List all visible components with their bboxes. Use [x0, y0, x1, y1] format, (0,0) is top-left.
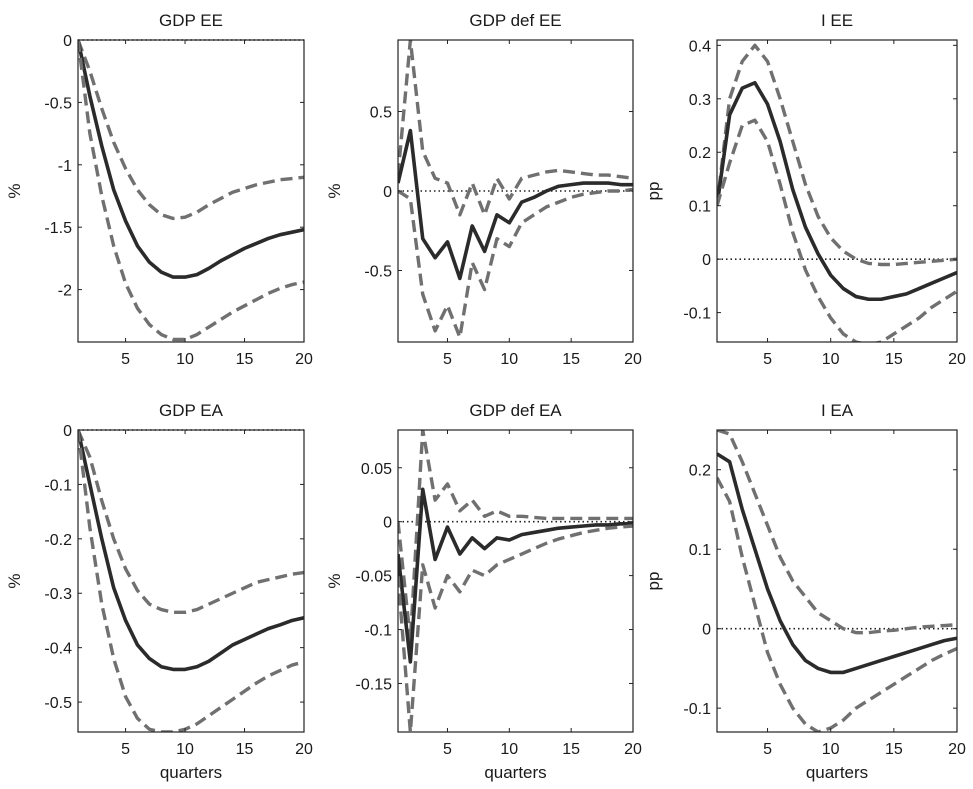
panel-1: GDP def EE% 5 10 15 20 0.5 0 -0.5	[325, 11, 642, 368]
x-tick-label: 20	[624, 741, 642, 758]
plot-frame	[397, 429, 634, 733]
y-tick-label: 0.3	[689, 92, 711, 109]
x-tick-label: 15	[236, 351, 254, 368]
y-tick-label: -1.5	[44, 220, 72, 237]
upper-band-line	[78, 430, 304, 614]
y-tick-label: 0.1	[689, 542, 711, 559]
median-response-line	[78, 430, 304, 672]
lower-band-line	[717, 476, 957, 732]
y-tick-label: -0.3	[44, 586, 72, 603]
x-tick-label: 10	[500, 351, 518, 368]
plot-frame	[716, 429, 958, 733]
y-tick-label: 0.2	[689, 145, 711, 162]
y-tick-label: 0	[63, 423, 72, 440]
median-response-line	[717, 80, 957, 302]
panel-5: I EA pp quarters 5 10 15 20 0.2 0.1 0 -0.1	[644, 401, 966, 782]
y-tick-label: -0.1	[364, 623, 392, 640]
y-axis-label: %	[5, 183, 24, 198]
y-axis-label: %	[325, 183, 344, 198]
x-tick-label: 15	[562, 741, 580, 758]
lower-band-line	[398, 524, 633, 732]
y-axis-label: pp	[644, 572, 663, 591]
x-axis-label: quarters	[484, 763, 546, 782]
x-tick-label: 15	[236, 741, 254, 758]
x-tick-label: 15	[885, 741, 903, 758]
panel-title: GDP EE	[159, 11, 223, 30]
x-tick-label: 20	[948, 351, 966, 368]
y-tick-label: -0.5	[44, 95, 72, 112]
y-tick-label: -0.15	[356, 676, 393, 693]
y-tick-label: 0.05	[361, 461, 392, 478]
x-tick-label: 20	[624, 351, 642, 368]
y-tick-label: 0.5	[370, 105, 392, 122]
lower-band-line	[717, 118, 957, 342]
x-tick-label: 15	[562, 351, 580, 368]
x-tick-label: 15	[885, 351, 903, 368]
upper-band-line	[398, 430, 633, 643]
y-tick-label: -0.1	[44, 477, 72, 494]
x-axis-label: quarters	[160, 763, 222, 782]
panel-title: I EE	[821, 11, 853, 30]
panel-0: GDP EE% 5 10 15 20 0 -0.5 -1 -1.5 -2	[5, 11, 313, 368]
y-tick-label: 0.1	[689, 199, 711, 216]
panel-title: GDP EA	[159, 401, 224, 420]
x-tick-label: 5	[121, 351, 130, 368]
x-tick-label: 20	[295, 741, 313, 758]
x-tick-label: 10	[176, 741, 194, 758]
lower-band-line	[78, 40, 304, 342]
lower-band-line	[78, 430, 304, 732]
y-tick-label: 0	[702, 252, 711, 269]
panel-title: GDP def EE	[469, 11, 561, 30]
upper-band-line	[398, 40, 633, 217]
y-tick-label: 0	[702, 622, 711, 639]
y-axis-label: %	[325, 573, 344, 588]
x-tick-label: 5	[763, 351, 772, 368]
y-tick-label: 0	[383, 515, 392, 532]
x-tick-label: 20	[295, 351, 313, 368]
median-response-line	[717, 452, 957, 675]
x-tick-label: 20	[948, 741, 966, 758]
panel-3: GDP EA% quarters 5 10 15 20 0 -0.1 -0.2 -0.3 -0.4 -…	[5, 401, 313, 782]
x-tick-label: 10	[500, 741, 518, 758]
y-tick-label: -2	[58, 283, 72, 300]
x-axis-label: quarters	[806, 763, 868, 782]
upper-band-line	[717, 430, 957, 635]
upper-band-line	[78, 40, 304, 221]
x-tick-label: 5	[443, 351, 452, 368]
median-response-line	[78, 40, 304, 279]
plot-frame	[77, 429, 305, 733]
y-tick-label: -0.5	[364, 263, 392, 280]
upper-band-line	[717, 43, 957, 267]
y-tick-label: -0.05	[356, 569, 393, 586]
x-tick-label: 10	[822, 351, 840, 368]
y-tick-label: -1	[58, 158, 72, 175]
lower-band-line	[398, 187, 633, 339]
y-tick-label: -0.1	[683, 306, 711, 323]
x-tick-label: 10	[822, 741, 840, 758]
y-tick-label: 0	[383, 184, 392, 201]
x-tick-label: 5	[443, 741, 452, 758]
y-tick-label: 0.4	[689, 38, 711, 55]
plot-frame	[716, 39, 958, 343]
y-tick-label: -0.2	[44, 532, 72, 549]
median-response-line	[398, 128, 633, 281]
x-tick-label: 5	[763, 741, 772, 758]
panel-4: GDP def EA% quarters 5 10 15 20 0.05 0 -0.05 -0.1…	[325, 401, 642, 782]
y-tick-label: -0.1	[683, 701, 711, 718]
y-tick-label: -0.4	[44, 641, 72, 658]
y-axis-label: %	[5, 573, 24, 588]
panel-title: I EA	[821, 401, 854, 420]
panel-2: I EE pp 5 10 15 20 0.4 0.3 0.2 0.1 0 -0.1	[644, 11, 966, 368]
y-tick-label: 0.2	[689, 463, 711, 480]
panel-title: GDP def EA	[469, 401, 562, 420]
plot-frame	[77, 39, 305, 343]
y-tick-label: -0.5	[44, 695, 72, 712]
median-response-line	[398, 487, 633, 664]
y-tick-label: 0	[63, 33, 72, 50]
x-tick-label: 5	[121, 741, 130, 758]
y-axis-label: pp	[644, 182, 663, 201]
x-tick-label: 10	[176, 351, 194, 368]
